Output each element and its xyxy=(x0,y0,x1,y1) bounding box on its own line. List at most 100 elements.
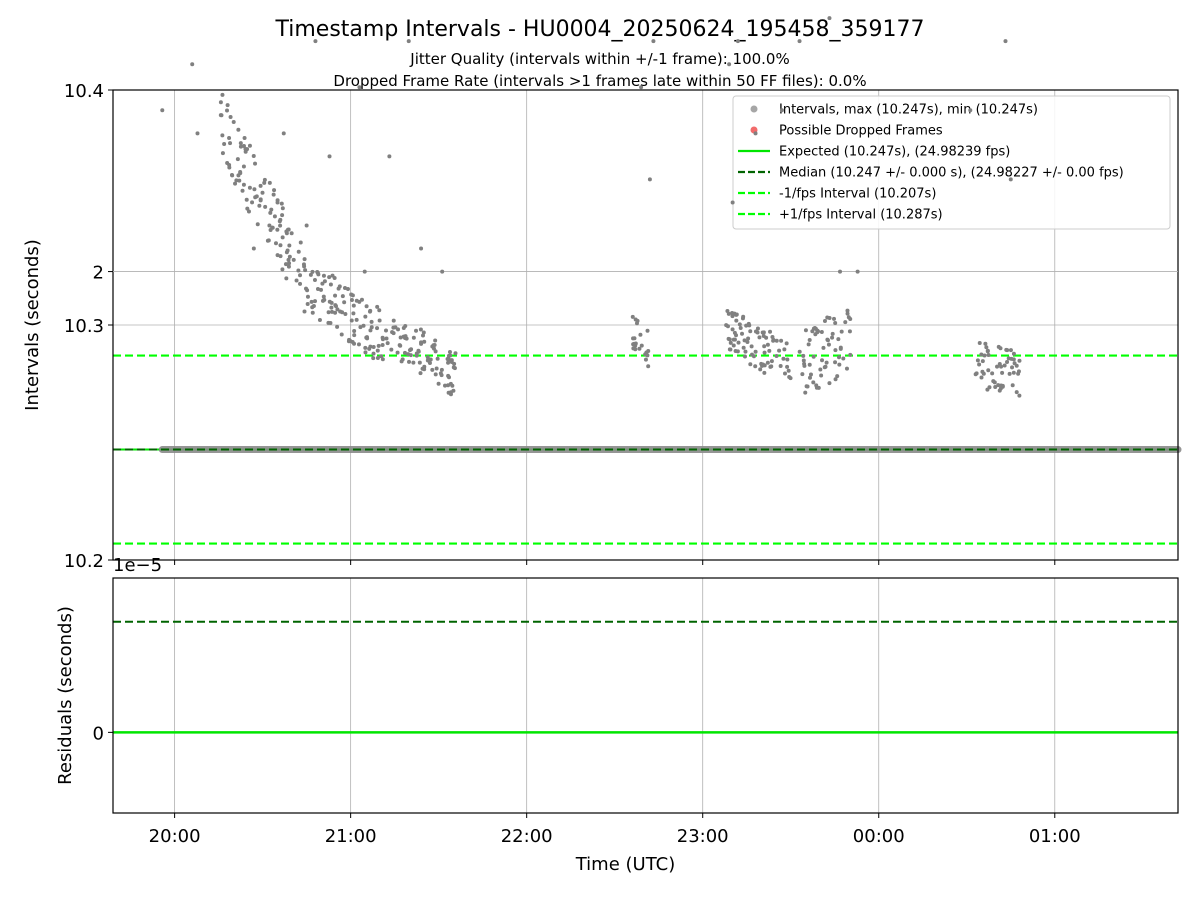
residual-point-1710 xyxy=(980,370,984,374)
residual-point-1594 xyxy=(736,349,740,353)
residual-point-1524 xyxy=(640,344,644,348)
residual-point-158 xyxy=(226,103,230,107)
residual-point-1749 xyxy=(160,108,164,112)
residual-point-201 xyxy=(310,300,314,304)
residual-point-1795 xyxy=(771,339,775,343)
residual-point-243 xyxy=(379,354,383,358)
residual-point-279 xyxy=(396,351,400,355)
residual-point-178 xyxy=(274,241,278,245)
residual-point-219 xyxy=(377,308,381,312)
residual-point-340 xyxy=(450,384,454,388)
residual-point-343 xyxy=(452,362,456,366)
residual-point-1709 xyxy=(998,389,1002,393)
residual-point-1655 xyxy=(827,343,831,347)
residual-point-1805 xyxy=(856,270,860,274)
residual-point-1588 xyxy=(785,358,789,362)
residual-point-173 xyxy=(286,228,290,232)
residual-point-1580 xyxy=(779,364,783,368)
residual-point-249 xyxy=(371,356,375,360)
residual-point-252 xyxy=(310,305,314,309)
residual-point-1669 xyxy=(807,342,811,346)
residual-point-1622 xyxy=(785,341,789,345)
residual-point-1790 xyxy=(731,200,735,204)
residual-point-182 xyxy=(327,310,331,314)
residual-point-147 xyxy=(237,179,241,183)
residual-point-112 xyxy=(280,202,284,206)
residual-point-93 xyxy=(281,235,285,239)
residual-point-1693 xyxy=(826,338,830,342)
residual-point-1687 xyxy=(818,367,822,371)
residual-point-1698 xyxy=(1008,372,1012,376)
intervals-ylabel: Intervals (seconds) xyxy=(22,239,43,411)
residual-point-1684 xyxy=(823,319,827,323)
residual-point-347 xyxy=(421,334,425,338)
residual-point-1643 xyxy=(820,358,824,362)
residual-point-1567 xyxy=(787,369,791,373)
residual-point-148 xyxy=(276,198,280,202)
residual-point-1597 xyxy=(745,340,749,344)
residual-point-1650 xyxy=(798,350,802,354)
residual-point-156 xyxy=(292,258,296,262)
residual-point-107 xyxy=(252,154,256,158)
residual-point-1558 xyxy=(777,349,781,353)
residual-point-1673 xyxy=(833,360,837,364)
residual-point-1574 xyxy=(743,355,747,359)
residual-point-210 xyxy=(365,304,369,308)
residual-point-1663 xyxy=(815,329,819,333)
residual-point-324 xyxy=(450,358,454,362)
residual-point-1667 xyxy=(811,380,815,384)
residual-point-261 xyxy=(355,318,359,322)
residual-point-1751 xyxy=(190,62,194,66)
residual-point-337 xyxy=(435,367,439,371)
residual-point-197 xyxy=(311,311,315,315)
residual-point-1563 xyxy=(741,316,745,320)
residual-point-126 xyxy=(245,147,249,151)
residual-point-256 xyxy=(310,270,314,274)
residual-point-1557 xyxy=(783,372,787,376)
residual-point-153 xyxy=(278,218,282,222)
residual-point-138 xyxy=(261,191,265,195)
residual-point-1742 xyxy=(1001,384,1005,388)
residual-point-1722 xyxy=(1012,371,1016,375)
residual-point-271 xyxy=(350,319,354,323)
residual-point-195 xyxy=(329,306,333,310)
residual-point-296 xyxy=(453,351,457,355)
residual-point-1765 xyxy=(305,224,309,228)
residual-point-1752 xyxy=(195,131,199,135)
residual-point-127 xyxy=(285,231,289,235)
residual-point-1562 xyxy=(779,339,783,343)
residual-point-1532 xyxy=(646,364,650,368)
residual-point-77 xyxy=(229,115,233,119)
residual-point-264 xyxy=(372,345,376,349)
legend-label-2: Expected (10.247s), (24.98239 fps) xyxy=(779,145,1010,160)
residual-point-155 xyxy=(221,151,225,155)
residual-point-89 xyxy=(268,181,272,185)
residual-point-350 xyxy=(384,328,388,332)
residual-point-1757 xyxy=(252,247,256,251)
residual-point-338 xyxy=(430,368,434,372)
residual-point-1781 xyxy=(440,270,444,274)
residual-point-1762 xyxy=(282,131,286,135)
residual-point-202 xyxy=(378,319,382,323)
residual-point-1625 xyxy=(789,376,793,380)
residual-point-363 xyxy=(426,355,430,359)
residual-point-310 xyxy=(453,366,457,370)
residual-point-141 xyxy=(273,214,277,218)
residual-point-335 xyxy=(389,348,393,352)
residual-point-1733 xyxy=(985,388,989,392)
residual-point-1575 xyxy=(770,359,774,363)
residual-point-164 xyxy=(287,258,291,262)
residual-point-311 xyxy=(416,349,420,353)
residual-point-1606 xyxy=(766,343,770,347)
residual-point-1809 xyxy=(1003,39,1007,43)
residual-point-278 xyxy=(365,336,369,340)
residual-point-1579 xyxy=(740,332,744,336)
residual-point-1727 xyxy=(1010,365,1014,369)
residual-point-1581 xyxy=(738,322,742,326)
residual-point-1677 xyxy=(803,391,807,395)
residual-point-100 xyxy=(267,224,271,228)
residual-point-1627 xyxy=(763,351,767,355)
residual-point-1546 xyxy=(767,349,771,353)
residual-point-1603 xyxy=(733,338,737,342)
residual-point-276 xyxy=(363,350,367,354)
